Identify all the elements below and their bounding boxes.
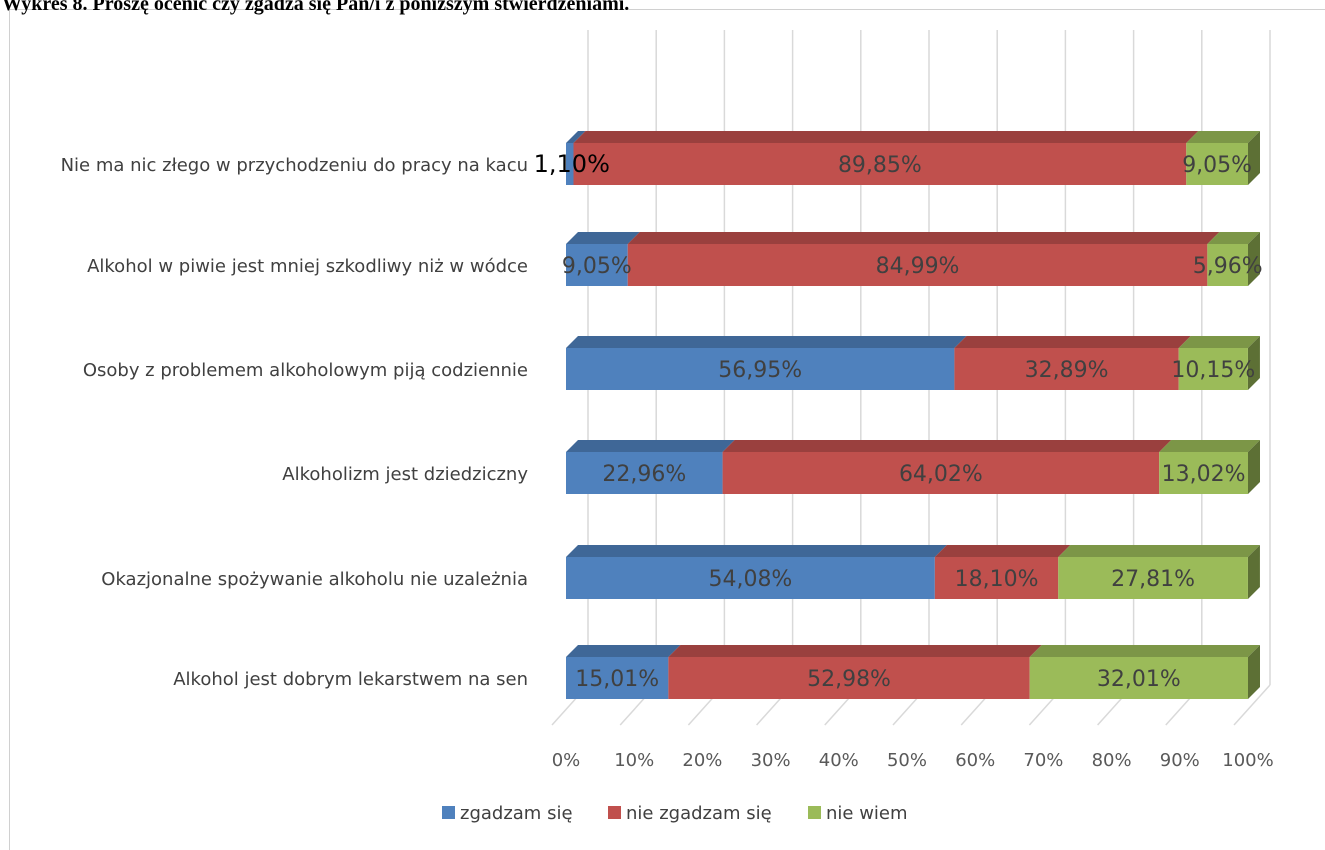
data-label: 5,96%	[1193, 254, 1263, 279]
bar-segment	[934, 557, 1059, 599]
bar-top-face	[566, 336, 967, 348]
bar-segment	[1159, 452, 1248, 494]
bar-top-face	[1029, 645, 1260, 657]
x-tick-label: 100%	[1222, 750, 1273, 771]
category-label: Okazjonalne spożywanie alkoholu nie uzal…	[101, 569, 528, 590]
bar-top-face	[566, 131, 586, 143]
data-label: 9,05%	[1182, 153, 1252, 178]
data-label: 89,85%	[838, 153, 922, 178]
x-axis-ticks: 0% 10% 20% 30% 40% 50% 60% 70% 80% 90% 100%	[552, 750, 1274, 771]
page-title: Wykres 8. Proszę ocenić czy zgadza się P…	[2, 0, 630, 15]
bar-side-face	[1247, 336, 1260, 390]
category-label: Alkoholizm jest dziedziczny	[282, 464, 528, 485]
legend-label: zgadzam się	[460, 803, 573, 824]
bar-segment	[1029, 657, 1248, 699]
x-tick-label: 90%	[1160, 750, 1200, 771]
x-tick-label: 60%	[955, 750, 995, 771]
bar-top-face	[573, 131, 1199, 143]
bar-segment	[566, 348, 955, 390]
gridline-floor	[1233, 684, 1271, 726]
legend-label: nie wiem	[826, 803, 908, 824]
bar-side-face	[1247, 545, 1260, 599]
data-label: 13,02%	[1162, 462, 1246, 487]
data-label: 27,81%	[1111, 567, 1195, 592]
bar-top-face	[566, 645, 681, 657]
data-label: 32,89%	[1025, 358, 1109, 383]
category-label: Nie ma nic złego w przychodzeniu do prac…	[61, 155, 528, 176]
bar-top-face	[566, 545, 947, 557]
x-tick-label: 20%	[682, 750, 722, 771]
bar-segment	[1178, 348, 1248, 390]
bar-side-face	[1248, 232, 1260, 286]
bar-top-face	[1058, 545, 1260, 557]
bar-top-face	[668, 645, 1042, 657]
bar-top-face	[954, 336, 1191, 348]
bar-segment	[573, 143, 1187, 185]
data-label: 9,05%	[562, 254, 632, 279]
bar-top-face	[722, 440, 1172, 452]
bar-segment	[1207, 244, 1248, 286]
data-label: 64,02%	[899, 462, 983, 487]
bars	[566, 131, 1260, 699]
x-tick-label: 30%	[751, 750, 791, 771]
data-label: 32,01%	[1097, 667, 1181, 692]
data-label: 84,99%	[876, 254, 960, 279]
bar-top-face	[1159, 440, 1260, 452]
bar-top-face	[566, 440, 735, 452]
bar-segment	[1186, 143, 1248, 185]
x-tick-label: 80%	[1092, 750, 1132, 771]
x-tick-label: 50%	[887, 750, 927, 771]
x-tick-label: 0%	[552, 750, 581, 771]
bar-segment	[1058, 557, 1248, 599]
data-label: 15,01%	[575, 667, 659, 692]
category-label: Osoby z problemem alkoholowym piją codzi…	[83, 360, 528, 381]
bar-top-face	[934, 545, 1071, 557]
bar-side-face	[1248, 440, 1260, 494]
bar-side-face	[1248, 645, 1260, 699]
data-label: 1,10%	[534, 150, 610, 178]
bar-segment	[566, 244, 628, 286]
legend-swatch	[808, 806, 821, 819]
legend-swatch	[442, 806, 455, 819]
bar-top-face	[566, 232, 640, 244]
bar-top-face	[1207, 232, 1260, 244]
data-label: 18,10%	[955, 567, 1039, 592]
bar-segment	[566, 452, 723, 494]
bar-segment	[627, 244, 1208, 286]
bar-top-face	[627, 232, 1220, 244]
category-label: Alkohol w piwie jest mniej szkodliwy niż…	[87, 256, 528, 277]
category-label: Alkohol jest dobrym lekarstwem na sen	[173, 669, 528, 690]
data-label: 54,08%	[708, 567, 792, 592]
category-labels: Nie ma nic złego w przychodzeniu do prac…	[61, 155, 529, 690]
bar-segment	[566, 657, 669, 699]
bar-top-face	[1186, 131, 1260, 143]
bar-segment	[566, 143, 574, 185]
data-labels: 1,10% 89,85% 9,05% 9,05% 84,99% 5,96% 56,95% 32…	[534, 150, 1263, 692]
x-tick-label: 10%	[614, 750, 654, 771]
x-tick-label: 70%	[1023, 750, 1063, 771]
data-label: 22,96%	[602, 462, 686, 487]
bar-side-face	[1248, 131, 1260, 185]
bar-segment	[954, 348, 1179, 390]
legend-label: nie zgadzam się	[626, 803, 772, 824]
data-label: 56,95%	[718, 358, 802, 383]
bar-top-face	[1178, 336, 1260, 348]
data-label: 52,98%	[807, 667, 891, 692]
x-tick-label: 40%	[819, 750, 859, 771]
data-label: 10,15%	[1171, 358, 1255, 383]
bar-segment	[566, 557, 935, 599]
legend-swatch	[608, 806, 621, 819]
legend: zgadzam się nie zgadzam się nie wiem	[442, 803, 908, 824]
bar-segment	[722, 452, 1160, 494]
bar-segment	[668, 657, 1030, 699]
chart-frame	[9, 9, 1325, 850]
